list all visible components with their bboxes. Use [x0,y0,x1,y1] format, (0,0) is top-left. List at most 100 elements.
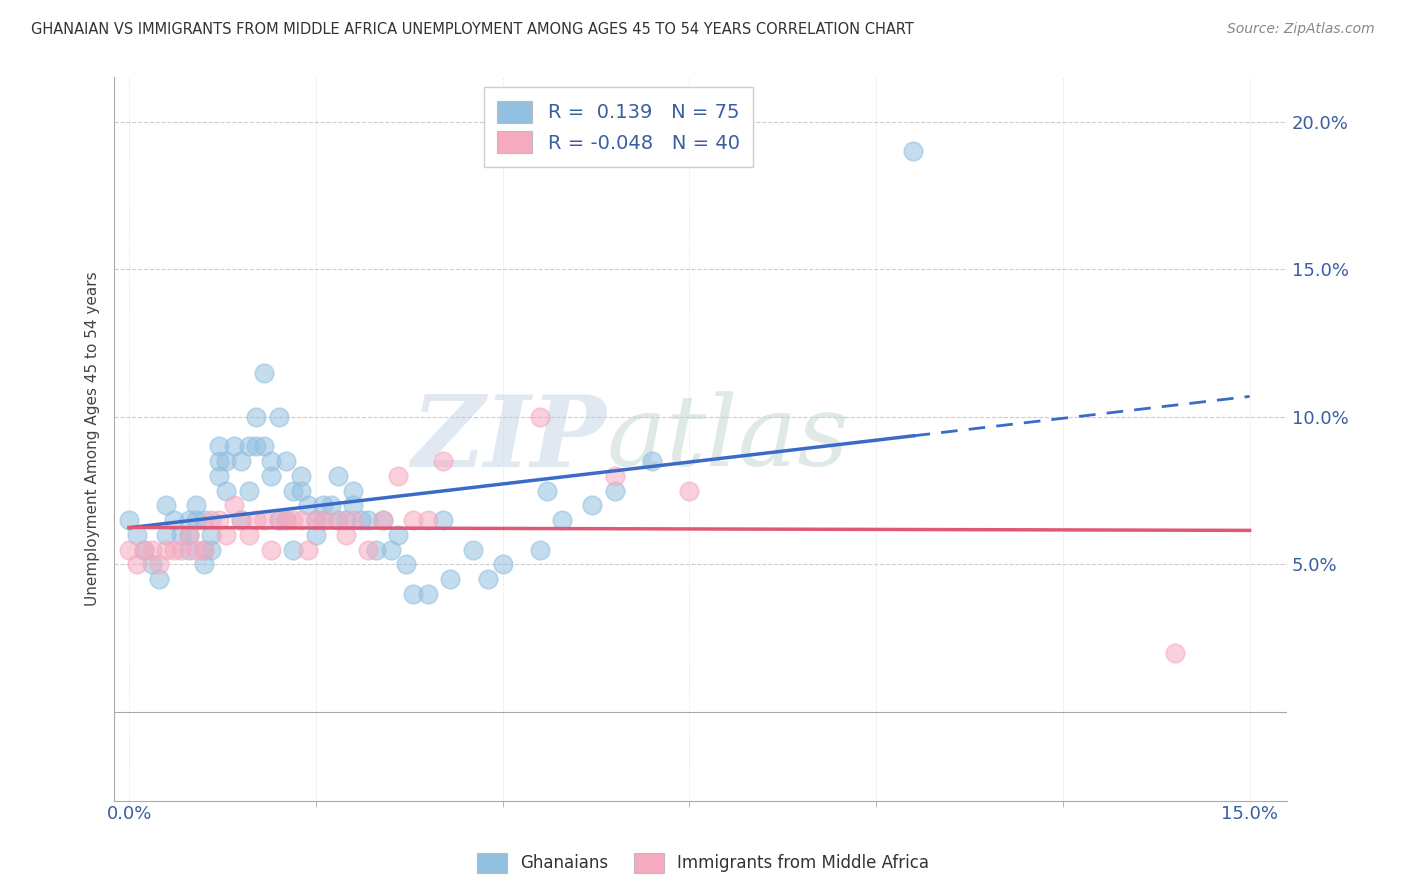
Point [186,542,208,557]
Point [529,542,551,557]
Point [439,572,461,586]
Point [177,542,200,557]
Point [193,513,215,527]
Point [402,587,425,601]
Point [170,542,193,557]
Point [603,469,626,483]
Point [328,513,350,527]
Point [371,513,394,527]
Point [903,145,925,159]
Point [231,454,253,468]
Point [193,542,215,557]
Point [177,528,200,542]
Point [387,528,409,542]
Point [252,366,274,380]
Point [260,542,283,557]
Point [603,483,626,498]
Point [186,499,208,513]
Point [342,483,364,498]
Text: atlas: atlas [607,392,849,487]
Point [678,483,700,498]
Legend: Ghanaians, Immigrants from Middle Africa: Ghanaians, Immigrants from Middle Africa [471,847,935,880]
Point [238,439,260,453]
Point [215,483,238,498]
Point [208,513,231,527]
Point [290,483,312,498]
Point [335,513,357,527]
Point [328,513,350,527]
Point [132,542,155,557]
Point [163,513,186,527]
Point [177,528,200,542]
Point [155,499,177,513]
Point [118,542,141,557]
Point [357,542,380,557]
Y-axis label: Unemployment Among Ages 45 to 54 years: Unemployment Among Ages 45 to 54 years [86,272,100,607]
Point [267,513,290,527]
Point [274,513,297,527]
Point [432,454,454,468]
Point [274,454,297,468]
Point [238,483,260,498]
Point [290,513,312,527]
Point [461,542,484,557]
Point [357,513,380,527]
Point [215,454,238,468]
Point [245,409,267,424]
Point [141,558,163,572]
Point [215,528,238,542]
Point [491,558,513,572]
Point [267,513,290,527]
Legend: R =  0.139   N = 75, R = -0.048   N = 40: R = 0.139 N = 75, R = -0.048 N = 40 [484,87,754,167]
Point [170,528,193,542]
Point [118,513,141,527]
Point [581,499,603,513]
Point [394,558,416,572]
Point [267,409,290,424]
Point [231,513,253,527]
Point [186,513,208,527]
Point [222,499,245,513]
Point [305,528,328,542]
Point [335,528,357,542]
Point [380,542,402,557]
Point [200,528,222,542]
Point [193,558,215,572]
Point [148,558,170,572]
Point [245,513,267,527]
Point [402,513,425,527]
Point [350,513,373,527]
Point [1164,646,1187,660]
Point [283,513,305,527]
Point [529,409,551,424]
Text: Source: ZipAtlas.com: Source: ZipAtlas.com [1227,22,1375,37]
Point [252,439,274,453]
Point [155,542,177,557]
Point [641,454,664,468]
Point [551,513,574,527]
Point [155,528,177,542]
Point [477,572,499,586]
Point [245,439,267,453]
Point [342,499,364,513]
Text: GHANAIAN VS IMMIGRANTS FROM MIDDLE AFRICA UNEMPLOYMENT AMONG AGES 45 TO 54 YEARS: GHANAIAN VS IMMIGRANTS FROM MIDDLE AFRIC… [31,22,914,37]
Point [290,469,312,483]
Point [328,469,350,483]
Point [305,513,328,527]
Point [364,542,387,557]
Point [297,499,319,513]
Point [125,528,148,542]
Point [283,483,305,498]
Point [342,513,364,527]
Point [208,469,231,483]
Point [141,542,163,557]
Point [193,542,215,557]
Point [283,542,305,557]
Point [536,483,558,498]
Point [387,469,409,483]
Point [177,513,200,527]
Point [371,513,394,527]
Point [231,513,253,527]
Point [125,558,148,572]
Point [260,454,283,468]
